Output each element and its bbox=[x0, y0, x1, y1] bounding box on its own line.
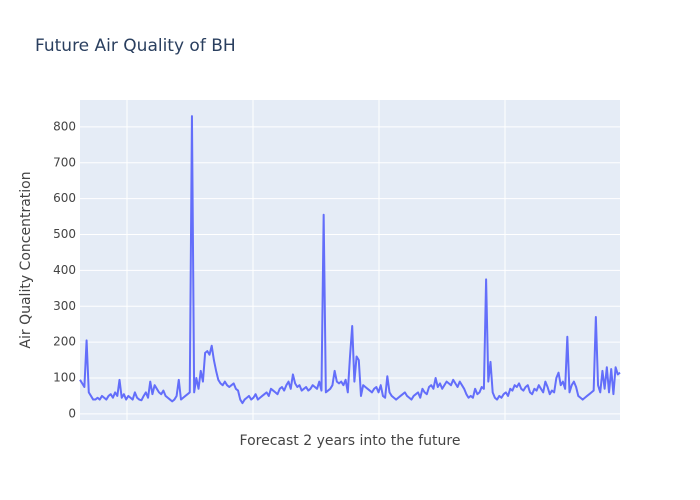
y-tick-label: 400 bbox=[53, 263, 76, 277]
y-tick-label: 700 bbox=[53, 155, 76, 169]
line-series bbox=[79, 115, 621, 405]
x-axis-title: Forecast 2 years into the future bbox=[240, 433, 461, 449]
y-tick-label: 100 bbox=[53, 371, 76, 385]
y-tick-label: 800 bbox=[53, 119, 76, 133]
y-tick-label: 0 bbox=[68, 406, 76, 420]
y-tick-label: 200 bbox=[53, 335, 76, 349]
y-axis-title: Air Quality Concentration bbox=[18, 171, 34, 348]
y-tick-label: 300 bbox=[53, 299, 76, 313]
y-tick-label: 600 bbox=[53, 191, 76, 205]
y-tick-label: 500 bbox=[53, 227, 76, 241]
x-grid bbox=[126, 100, 506, 420]
chart-title: Future Air Quality of BH bbox=[35, 36, 236, 56]
